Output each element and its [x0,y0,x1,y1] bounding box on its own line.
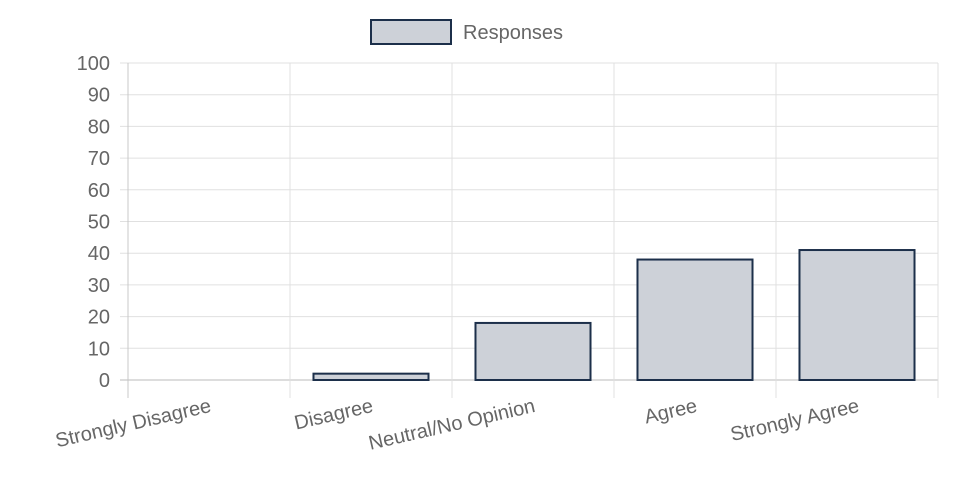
bar [636,258,754,382]
y-tick-label: 0 [99,370,110,392]
legend-swatch [370,19,452,45]
y-tick-label: 50 [88,212,110,234]
y-tick-label: 30 [88,275,110,297]
bar [474,321,592,382]
legend-label: Responses [463,22,563,44]
bar [798,249,916,381]
y-tick-label: 10 [88,338,110,360]
y-tick-label: 40 [88,243,110,265]
x-tick-label: Strongly Disagree [53,395,213,452]
y-tick-label: 80 [88,116,110,138]
x-tick-label: Neutral/No Opinion [367,395,538,455]
y-tick-label: 90 [88,85,110,107]
x-tick-label: Agree [642,395,699,428]
y-tick-label: 60 [88,180,110,202]
y-tick-label: 100 [77,53,110,75]
x-tick-label: Disagree [292,395,375,434]
y-tick-label: 20 [88,307,110,329]
bar [312,372,430,382]
y-tick-label: 70 [88,148,110,170]
x-tick-label: Strongly Agree [728,395,861,446]
